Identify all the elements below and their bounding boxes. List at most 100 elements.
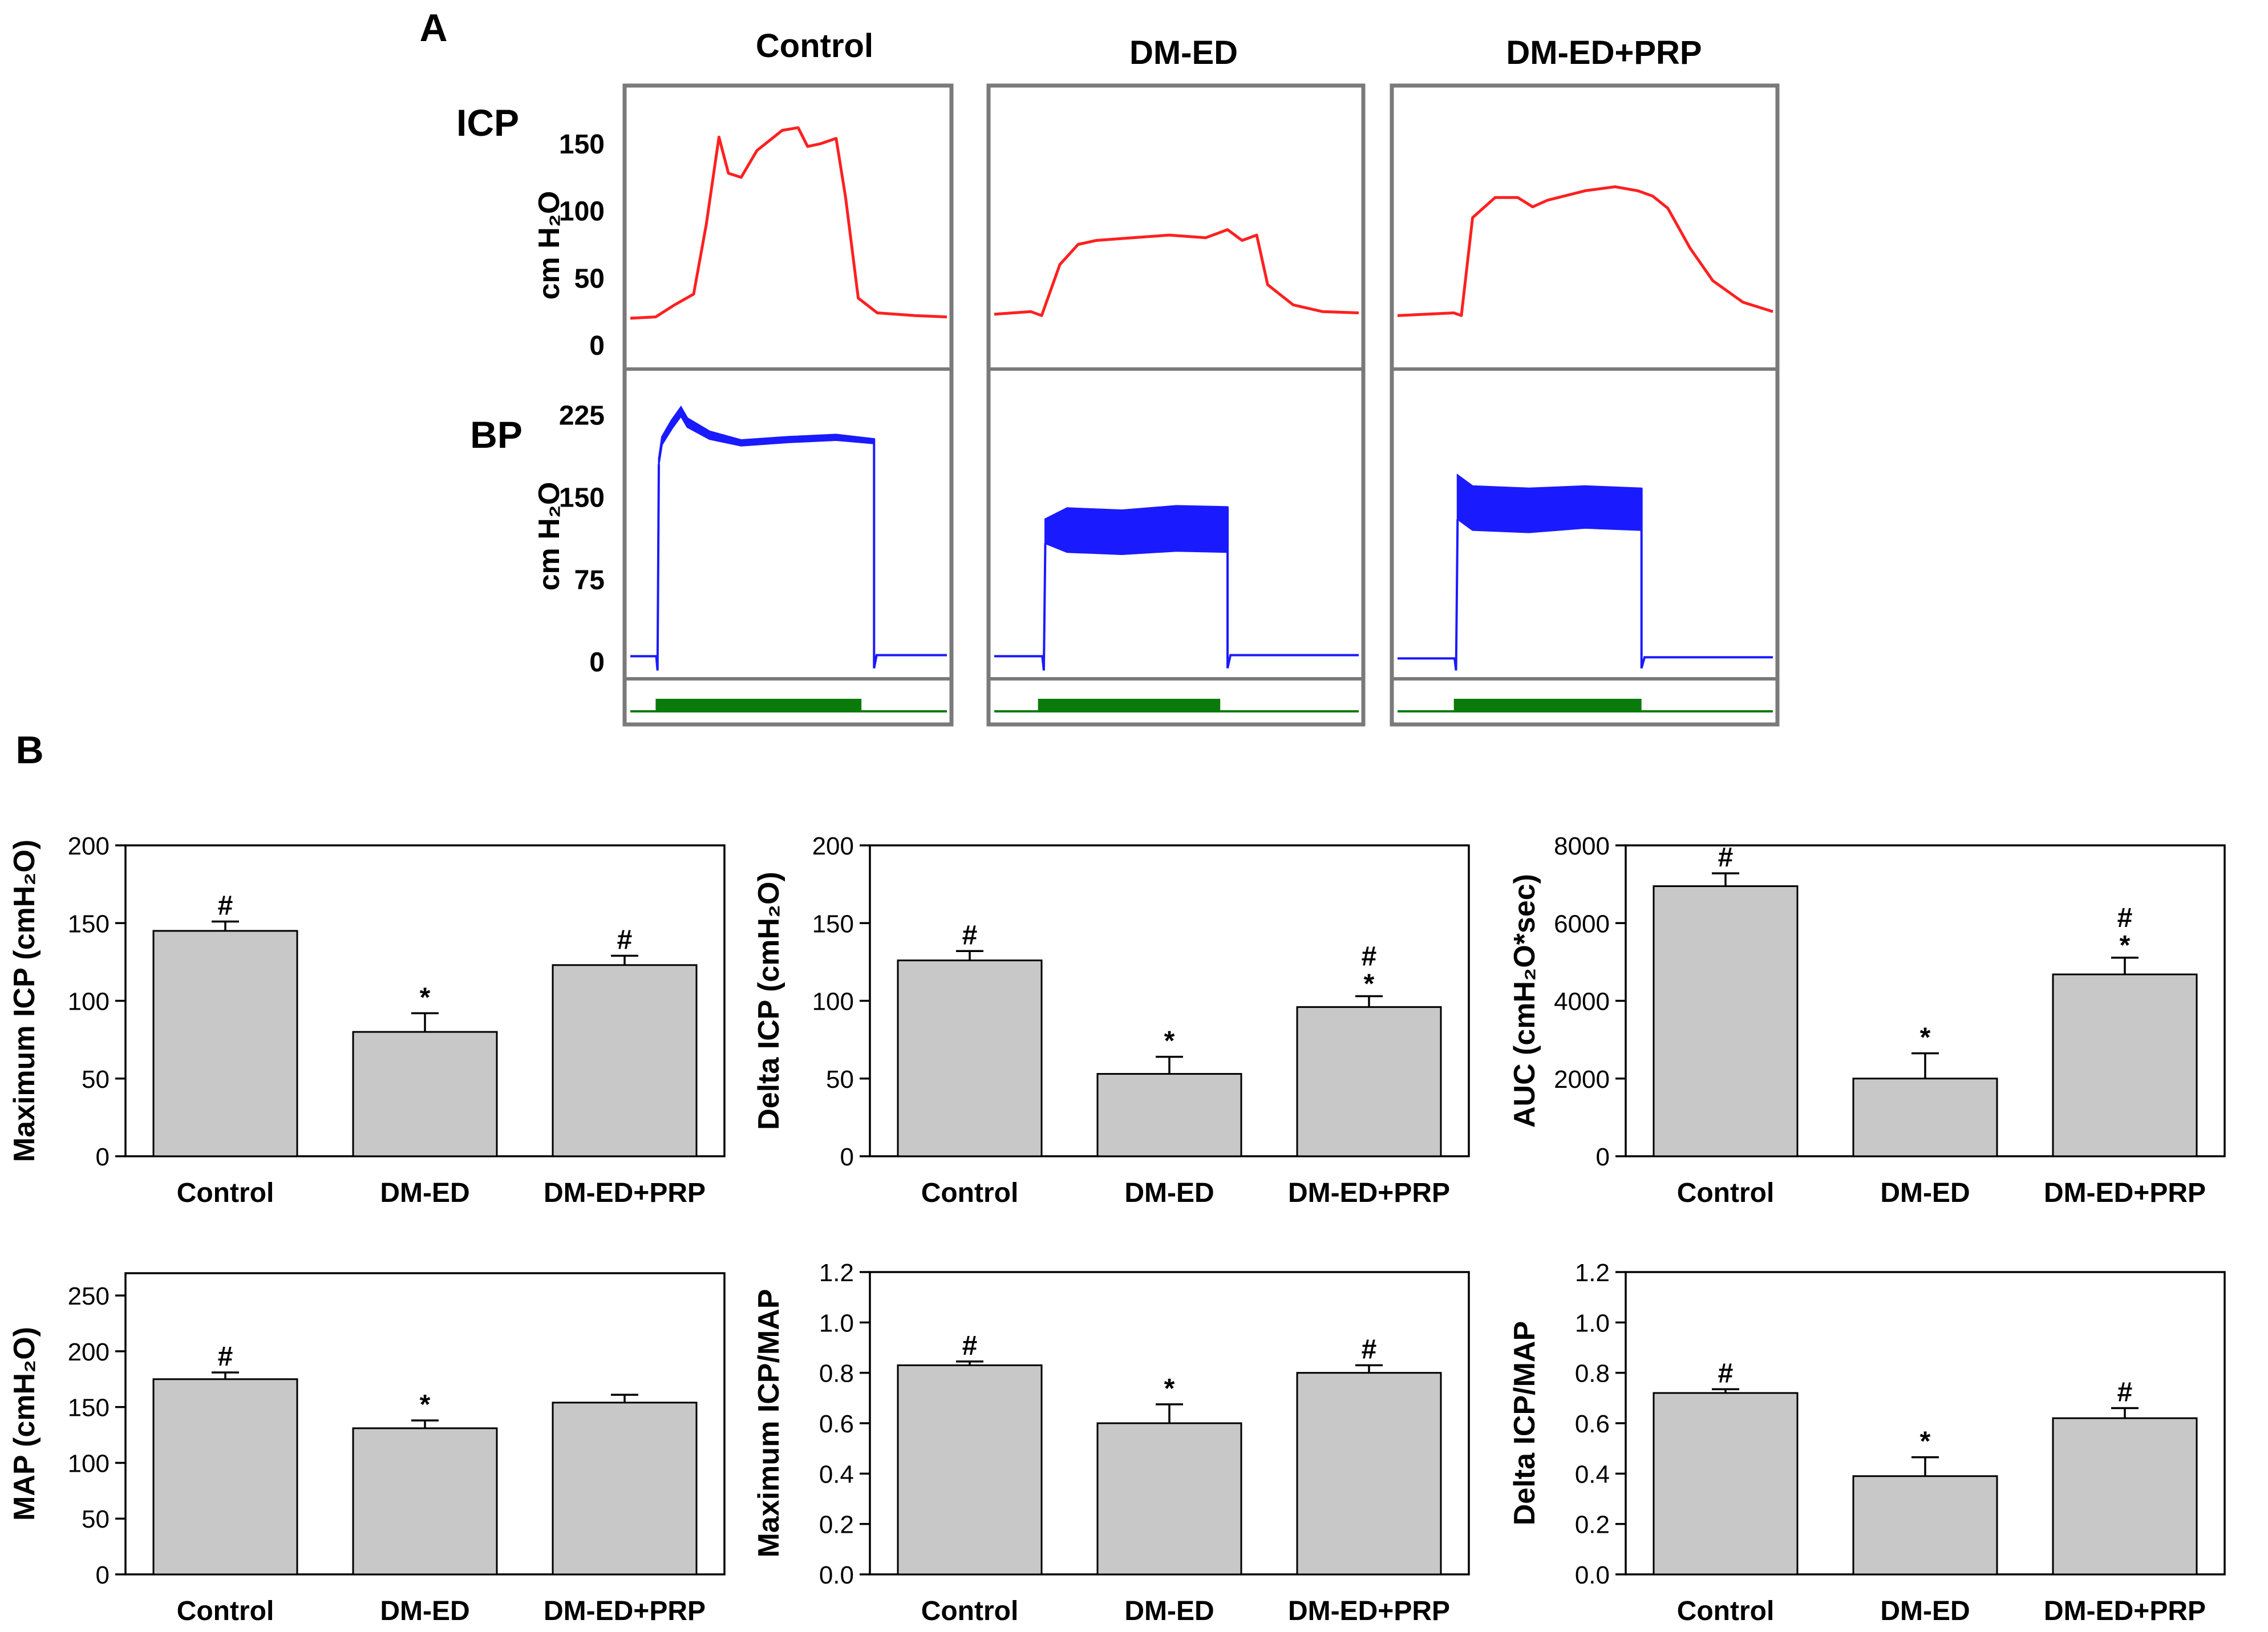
category-label-dm-ed-prp: DM-ED+PRP xyxy=(2044,1596,2206,1626)
category-label-dm-ed: DM-ED xyxy=(1124,1178,1214,1208)
category-label-control: Control xyxy=(921,1178,1019,1208)
trace-column-title-control: Control xyxy=(756,27,873,64)
y-tick-label: 0.6 xyxy=(819,1410,854,1438)
y-axis-label: MAP (cmH₂O) xyxy=(8,1327,41,1521)
y-axis-label: Delta ICP/MAP xyxy=(1508,1321,1541,1525)
category-label-dm-ed: DM-ED xyxy=(380,1178,469,1208)
y-tick-label: 50 xyxy=(82,1066,110,1094)
bar-dm-ed-prp xyxy=(2052,973,2198,1157)
traces-layer xyxy=(630,126,1773,712)
y-tick-label: 200 xyxy=(812,832,854,860)
y-tick-label: 100 xyxy=(68,988,110,1016)
y-axis-label: AUC (cmH₂O*sec) xyxy=(1508,874,1541,1128)
category-label-dm-ed-prp: DM-ED+PRP xyxy=(544,1178,706,1208)
bar-dm-ed xyxy=(1852,1475,1998,1576)
icp-row-label: ICP xyxy=(456,102,519,144)
bar-charts: 0 50 100 150 200 Maximum ICP (cmH₂O) # Control *… xyxy=(8,832,2226,1626)
significance-mark: # xyxy=(218,1342,233,1372)
y-tick-label: 6000 xyxy=(1554,910,1610,938)
y-tick-label: 8000 xyxy=(1554,832,1610,860)
y-tick-label: 0 xyxy=(96,1143,110,1171)
bp-tick-label: 150 xyxy=(559,483,605,513)
category-label-control: Control xyxy=(1677,1596,1775,1626)
bar-dm-ed-prp xyxy=(2052,1417,2198,1576)
icp-tick-label: 100 xyxy=(559,197,605,227)
trace-frame-dividers xyxy=(625,367,1777,681)
category-label-dm-ed: DM-ED xyxy=(1124,1596,1214,1626)
significance-mark: # xyxy=(962,1331,978,1361)
significance-mark: # xyxy=(962,920,978,950)
significance-mark: * xyxy=(1920,1427,1931,1457)
bar-dm-ed-prp xyxy=(552,964,698,1157)
significance-mark: * xyxy=(1164,1026,1175,1056)
y-tick-label: 150 xyxy=(68,910,110,938)
y-tick-label: 1.2 xyxy=(1575,1259,1610,1287)
y-tick-label: 150 xyxy=(812,910,854,938)
significance-mark: # xyxy=(1718,1358,1734,1388)
bp-tick-label: 75 xyxy=(574,565,605,596)
stim-bar-dm-ed-prp xyxy=(1453,699,1642,712)
category-label-dm-ed-prp: DM-ED+PRP xyxy=(544,1596,706,1626)
bar-dm-ed-prp xyxy=(1296,1006,1442,1157)
bp-trace-band-control xyxy=(658,406,875,465)
bar-control xyxy=(897,959,1043,1157)
bar-chart-6: 0.0 0.2 0.4 0.6 0.8 1.0 1.2 Delta ICP/MAP # Contr… xyxy=(1508,1259,2226,1626)
category-label-dm-ed-prp: DM-ED+PRP xyxy=(2044,1178,2206,1208)
significance-mark: * xyxy=(420,982,431,1013)
y-tick-label: 4000 xyxy=(1554,988,1610,1016)
bp-trace-baseline-post-dm-ed xyxy=(1226,507,1359,669)
icp-unit-label: cm H₂O xyxy=(533,191,566,300)
bar-dm-ed xyxy=(352,1031,498,1157)
bar-chart-3: 0 2000 4000 6000 8000 AUC (cmH₂O*sec) # Control… xyxy=(1508,832,2226,1208)
category-label-control: Control xyxy=(177,1178,274,1208)
bar-dm-ed-prp xyxy=(552,1402,698,1576)
bar-control xyxy=(152,1378,298,1576)
icp-tick-labels: 0 50 100 150 xyxy=(559,129,605,361)
category-label-control: Control xyxy=(921,1596,1019,1626)
y-tick-label: 0.4 xyxy=(1575,1460,1610,1488)
category-label-control: Control xyxy=(1677,1178,1775,1208)
y-axis-label: Maximum ICP/MAP xyxy=(752,1289,785,1558)
y-axis-label: Maximum ICP (cmH₂O) xyxy=(8,840,41,1162)
y-tick-label: 200 xyxy=(68,832,110,860)
significance-mark: * xyxy=(420,1390,431,1420)
bar-chart-1: 0 50 100 150 200 Maximum ICP (cmH₂O) # Control *… xyxy=(8,832,726,1208)
y-tick-label: 0.2 xyxy=(819,1511,854,1539)
y-tick-label: 0.4 xyxy=(819,1460,854,1488)
trace-frame-dm-ed-prp xyxy=(1390,83,1780,727)
bar-dm-ed-prp xyxy=(1296,1372,1442,1576)
bar-chart-5: 0.0 0.2 0.4 0.6 0.8 1.0 1.2 Maximum ICP/MAP # Con… xyxy=(752,1259,1470,1626)
icp-trace-control xyxy=(630,126,947,320)
bp-trace-baseline-post-dm-ed-prp xyxy=(1640,488,1773,669)
y-tick-label: 150 xyxy=(68,1394,110,1422)
trace-column-title-dm-ed-prp: DM-ED+PRP xyxy=(1506,34,1702,71)
bar-dm-ed xyxy=(352,1427,498,1576)
y-tick-label: 0.0 xyxy=(1575,1561,1610,1589)
y-tick-label: 1.0 xyxy=(819,1309,854,1337)
bp-trace-baseline-pre-dm-ed xyxy=(994,543,1047,671)
bp-trace-baseline-pre-dm-ed-prp xyxy=(1398,519,1459,671)
bp-trace-baseline-post-control xyxy=(873,439,947,669)
stim-bar-control xyxy=(655,699,862,712)
bar-dm-ed xyxy=(1852,1078,1998,1157)
significance-mark: # xyxy=(1718,843,1734,873)
bar-chart-2: 0 50 100 150 200 Delta ICP (cmH₂O) # Control * DM… xyxy=(752,832,1470,1208)
bp-tick-labels: 0 75 150 225 xyxy=(559,400,605,678)
significance-mark: # * xyxy=(1362,941,1377,999)
trace-column-title-dm-ed: DM-ED xyxy=(1129,34,1238,71)
bp-tick-label: 0 xyxy=(589,647,605,678)
bp-unit-label: cm H₂O xyxy=(533,482,566,591)
icp-trace-dm-ed-prp xyxy=(1397,185,1773,317)
bar-chart-4: 0 50 100 150 200 250 MAP (cmH₂O) # Control * DM-ED… xyxy=(8,1272,726,1626)
y-tick-label: 0 xyxy=(96,1561,110,1589)
panel-label-b: B xyxy=(15,728,43,772)
category-label-dm-ed: DM-ED xyxy=(1880,1596,1970,1626)
significance-mark: # xyxy=(2117,1378,2133,1408)
significance-mark: # * xyxy=(2117,903,2133,961)
bar-control xyxy=(1653,885,1799,1157)
trace-frame-control xyxy=(622,83,954,727)
y-tick-label: 1.0 xyxy=(1575,1309,1610,1337)
category-label-dm-ed-prp: DM-ED+PRP xyxy=(1288,1596,1450,1626)
category-label-control: Control xyxy=(177,1596,274,1626)
